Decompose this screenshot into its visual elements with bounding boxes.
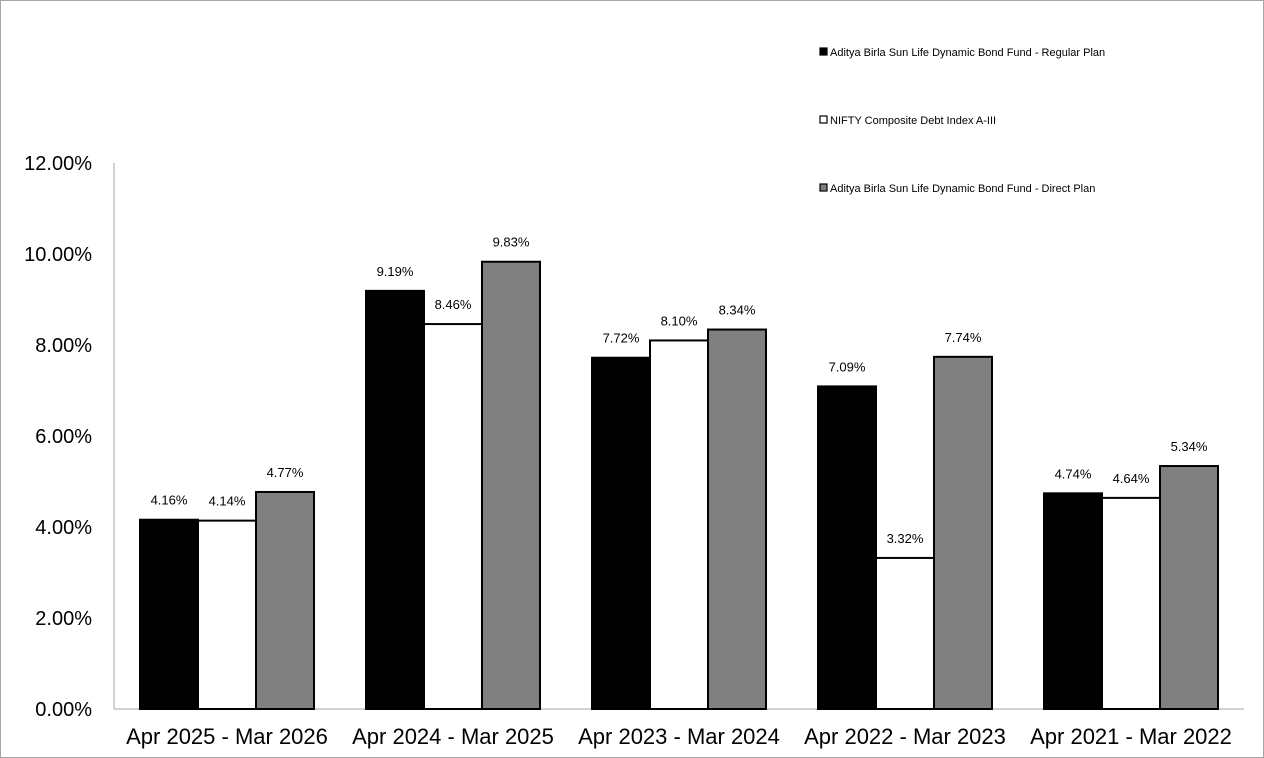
bar [817, 385, 877, 710]
y-tick-label: 12.00% [24, 153, 92, 175]
y-tick-label: 10.00% [24, 244, 92, 266]
x-tick-label: Apr 2024 - Mar 2025 [352, 724, 554, 749]
data-label: 7.74% [945, 330, 982, 345]
legend: Aditya Birla Sun Life Dynamic Bond Fund … [819, 47, 1105, 195]
data-labels-layer: 4.16% 4.14% 4.77% 9.19% 8.46% 9.83% 7.72% 8.10%… [151, 235, 1208, 546]
bar [649, 339, 709, 710]
data-label: 4.74% [1055, 466, 1092, 481]
bars-layer [139, 260, 1219, 710]
y-tick-label: 2.00% [35, 608, 92, 630]
data-label: 9.83% [493, 235, 530, 250]
data-label: 8.46% [435, 297, 472, 312]
bar [933, 355, 993, 710]
x-tick-label: Apr 2021 - Mar 2022 [1030, 724, 1232, 749]
legend-swatch [819, 47, 828, 56]
bar [197, 519, 257, 710]
bar [1043, 492, 1103, 710]
bar [365, 289, 425, 710]
legend-entry: Aditya Birla Sun Life Dynamic Bond Fund … [830, 183, 1095, 195]
legend-entry: NIFTY Composite Debt Index A-III [830, 115, 996, 127]
data-label: 5.34% [1171, 439, 1208, 454]
axis-layer: 0.00% 2.00% 4.00% 6.00% 8.00% 10.00% 12.00% Apr… [24, 153, 1244, 749]
y-tick-label: 6.00% [35, 426, 92, 448]
x-tick-label: Apr 2025 - Mar 2026 [126, 724, 328, 749]
bar [255, 490, 315, 710]
x-tick-label: Apr 2023 - Mar 2024 [578, 724, 780, 749]
y-tick-label: 0.00% [35, 699, 92, 721]
legend-entry: Aditya Birla Sun Life Dynamic Bond Fund … [830, 47, 1105, 59]
y-tick-label: 8.00% [35, 335, 92, 357]
legend-swatch [819, 115, 828, 124]
x-tick-label: Apr 2022 - Mar 2023 [804, 724, 1006, 749]
data-label: 4.77% [267, 465, 304, 480]
y-tick-label: 4.00% [35, 517, 92, 539]
bar [707, 328, 767, 710]
data-label: 8.10% [661, 313, 698, 328]
bar [481, 260, 541, 710]
data-label: 4.16% [151, 493, 188, 508]
data-label: 4.64% [1113, 471, 1150, 486]
data-label: 3.32% [887, 531, 924, 546]
data-label: 4.14% [209, 494, 246, 509]
legend-swatch [819, 183, 828, 192]
bar [1159, 465, 1219, 710]
data-label: 9.19% [377, 264, 414, 279]
data-label: 7.72% [603, 331, 640, 346]
bar [423, 323, 483, 710]
bar [139, 518, 199, 710]
bar [875, 556, 935, 710]
bar [1101, 496, 1161, 710]
data-label: 8.34% [719, 303, 756, 318]
bar [591, 356, 651, 710]
data-label: 7.09% [829, 359, 866, 374]
